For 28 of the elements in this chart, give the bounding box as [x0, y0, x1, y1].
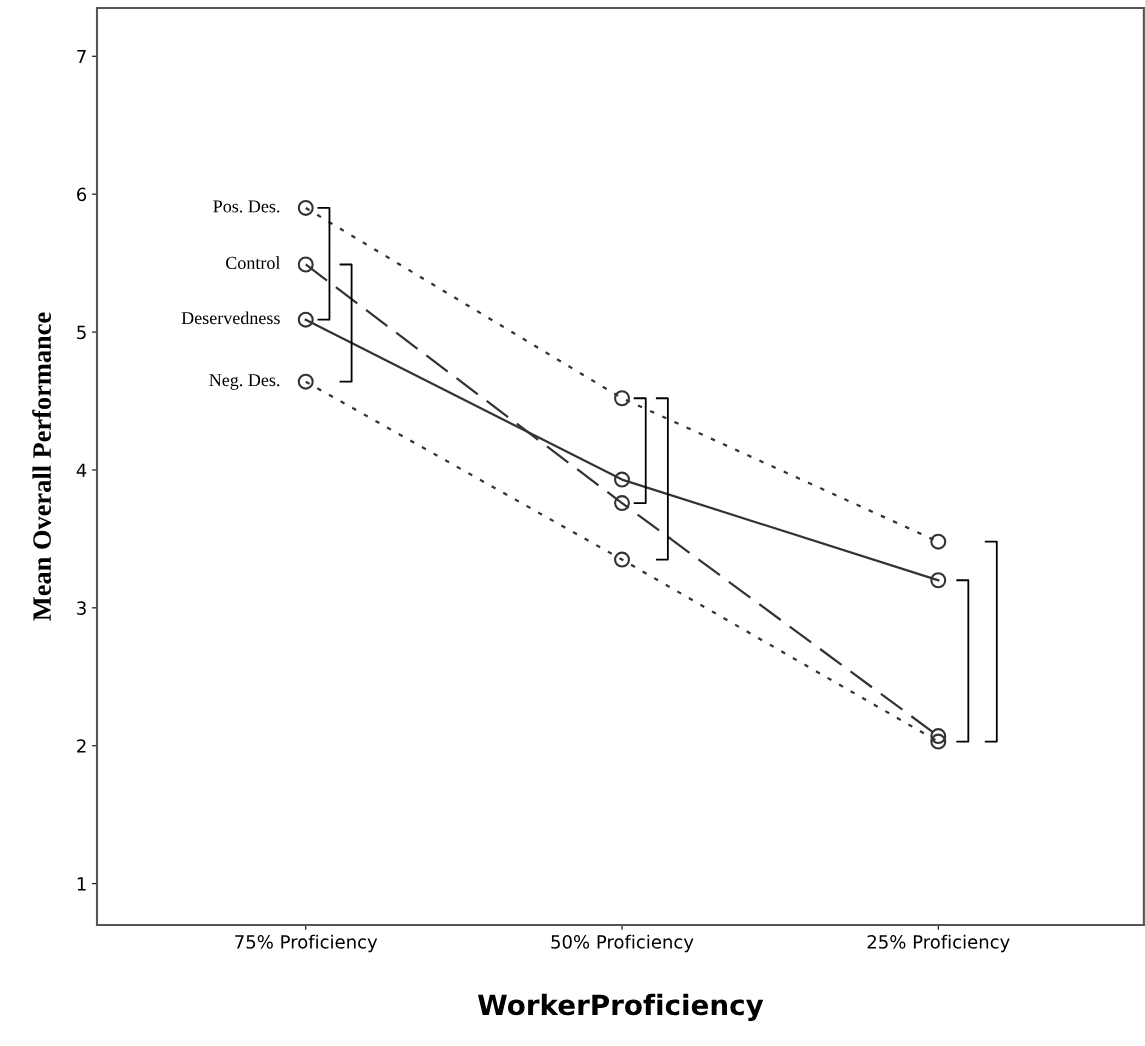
series-label: Deservedness — [181, 311, 280, 325]
point — [930, 533, 947, 550]
point — [614, 471, 630, 488]
series-label: Pos. Des. — [213, 200, 280, 213]
x-tick-label: 25% Proficiency — [867, 934, 1010, 953]
point — [297, 199, 314, 216]
y-tick-label: 4 — [76, 463, 87, 477]
y-tick-label: 5 — [77, 325, 86, 340]
point — [614, 390, 630, 407]
point — [297, 256, 314, 273]
point — [930, 728, 947, 745]
point — [614, 551, 630, 568]
y-tick-label: 2 — [77, 739, 86, 753]
point — [297, 311, 314, 328]
y-tick-label: 3 — [77, 601, 86, 615]
point — [297, 373, 314, 390]
point — [930, 733, 947, 750]
point — [614, 495, 630, 512]
series-label: Control — [226, 256, 281, 269]
y-tick-label: 1 — [77, 877, 86, 891]
y-tick-label: 7 — [77, 49, 86, 64]
y-tick-label: 6 — [77, 187, 87, 202]
point — [930, 572, 947, 589]
x-tick-label: 50% Proficiency — [551, 934, 694, 953]
y-axis-title: Mean Overall Performance — [32, 312, 51, 621]
x-tick-label: 75% Proficiency — [235, 934, 378, 953]
x-axis-title: WorkerProficiency — [477, 993, 764, 1021]
series-label: Neg. Des. — [209, 374, 280, 390]
